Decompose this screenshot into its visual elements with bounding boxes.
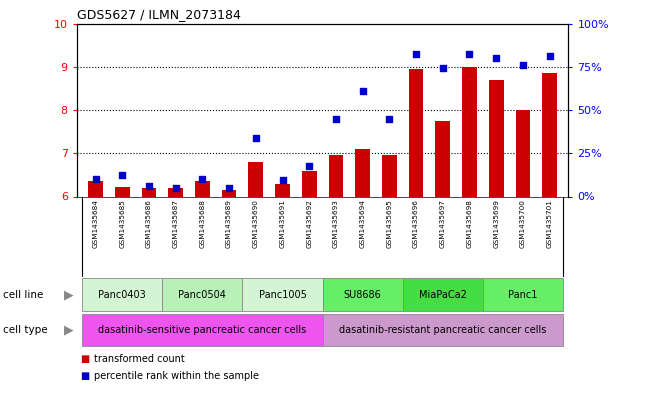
Bar <box>483 279 563 311</box>
Point <box>544 53 555 59</box>
Text: Panc0403: Panc0403 <box>98 290 146 300</box>
Text: cell type: cell type <box>3 325 48 335</box>
Text: MiaPaCa2: MiaPaCa2 <box>419 290 467 300</box>
Point <box>277 177 288 183</box>
Point <box>437 65 448 71</box>
Text: GSM1435692: GSM1435692 <box>306 199 312 248</box>
Point <box>197 176 208 182</box>
Bar <box>249 162 263 196</box>
Text: GSM1435685: GSM1435685 <box>119 199 125 248</box>
Point <box>384 116 395 122</box>
Text: GSM1435688: GSM1435688 <box>199 199 205 248</box>
Text: ▶: ▶ <box>64 323 74 337</box>
Point <box>518 61 528 68</box>
Bar <box>302 171 316 196</box>
Text: GSM1435693: GSM1435693 <box>333 199 339 248</box>
Bar <box>222 190 236 196</box>
Point <box>411 51 421 57</box>
Text: GSM1435689: GSM1435689 <box>226 199 232 248</box>
Point <box>304 163 314 169</box>
Text: GSM1435695: GSM1435695 <box>386 199 393 248</box>
Bar <box>436 121 450 196</box>
Text: GSM1435698: GSM1435698 <box>467 199 473 248</box>
Bar <box>142 188 156 196</box>
Point <box>117 172 128 178</box>
Point <box>331 116 341 122</box>
Text: Panc1005: Panc1005 <box>258 290 307 300</box>
Point <box>171 185 181 191</box>
Point <box>464 51 475 57</box>
Point <box>251 135 261 141</box>
Bar <box>82 279 162 311</box>
Point <box>357 88 368 94</box>
Bar <box>355 149 370 196</box>
Text: GSM1435701: GSM1435701 <box>547 199 553 248</box>
Text: dasatinib-sensitive pancreatic cancer cells: dasatinib-sensitive pancreatic cancer ce… <box>98 325 307 335</box>
Text: GDS5627 / ILMN_2073184: GDS5627 / ILMN_2073184 <box>77 8 241 21</box>
Bar <box>323 314 563 346</box>
Text: GSM1435694: GSM1435694 <box>359 199 366 248</box>
Text: GSM1435699: GSM1435699 <box>493 199 499 248</box>
Bar <box>115 187 130 196</box>
Bar <box>82 314 323 346</box>
Bar <box>323 279 403 311</box>
Point <box>491 55 501 61</box>
Text: cell line: cell line <box>3 290 44 300</box>
Bar <box>382 155 396 196</box>
Bar <box>275 184 290 196</box>
Bar <box>489 80 503 196</box>
Text: ■: ■ <box>80 371 89 381</box>
Text: GSM1435700: GSM1435700 <box>520 199 526 248</box>
Text: GSM1435686: GSM1435686 <box>146 199 152 248</box>
Bar <box>462 67 477 196</box>
Text: dasatinib-resistant pancreatic cancer cells: dasatinib-resistant pancreatic cancer ce… <box>339 325 546 335</box>
Text: GSM1435696: GSM1435696 <box>413 199 419 248</box>
Bar <box>403 279 483 311</box>
Bar <box>169 188 183 196</box>
Bar <box>242 279 323 311</box>
Bar <box>88 182 103 196</box>
Bar <box>329 155 343 196</box>
Bar <box>409 69 423 196</box>
Text: Panc0504: Panc0504 <box>178 290 227 300</box>
Point <box>144 182 154 189</box>
Text: GSM1435691: GSM1435691 <box>279 199 286 248</box>
Text: GSM1435697: GSM1435697 <box>440 199 446 248</box>
Point <box>90 176 101 182</box>
Bar <box>542 73 557 196</box>
Text: transformed count: transformed count <box>94 354 185 364</box>
Text: GSM1435690: GSM1435690 <box>253 199 259 248</box>
Text: percentile rank within the sample: percentile rank within the sample <box>94 371 259 381</box>
Text: ■: ■ <box>80 354 89 364</box>
Bar <box>162 279 242 311</box>
Point <box>224 185 234 191</box>
Text: SU8686: SU8686 <box>344 290 381 300</box>
Bar <box>195 182 210 196</box>
Text: GSM1435687: GSM1435687 <box>173 199 178 248</box>
Bar <box>516 110 531 196</box>
Text: ▶: ▶ <box>64 288 74 301</box>
Text: Panc1: Panc1 <box>508 290 538 300</box>
Text: GSM1435684: GSM1435684 <box>92 199 98 248</box>
